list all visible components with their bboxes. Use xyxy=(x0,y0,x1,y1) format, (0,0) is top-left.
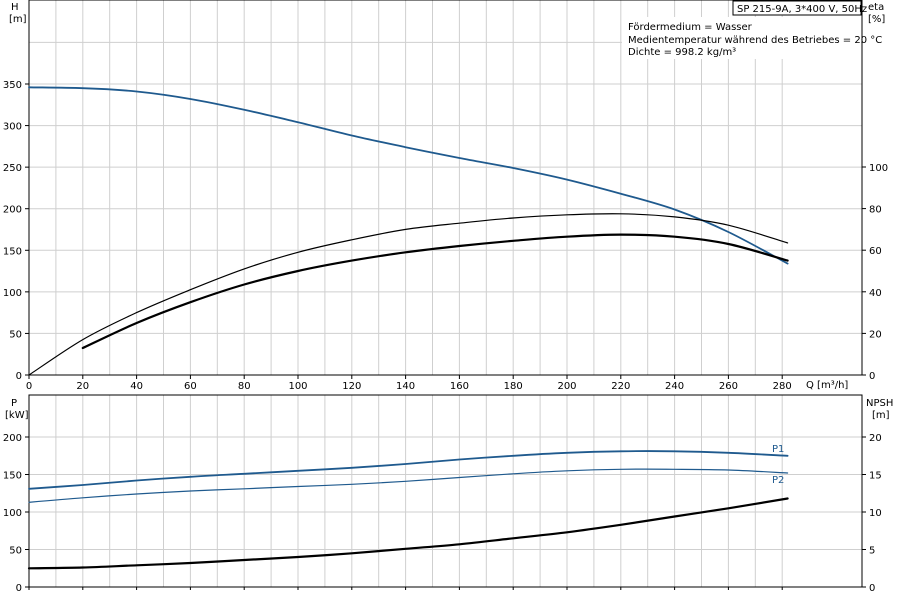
info-line-density: Dichte = 998.2 kg/m³ xyxy=(628,47,736,58)
x-tick-label: 40 xyxy=(130,381,143,392)
top-left-axis-label: H xyxy=(11,2,19,13)
top-chart-series xyxy=(28,86,789,376)
x-tick-label: 120 xyxy=(342,381,361,392)
top-left-axis-unit: [m] xyxy=(9,14,27,25)
top-right-axis-label: eta xyxy=(868,2,884,13)
top-left-tick-label: 150 xyxy=(3,246,22,257)
bottom-series-p1 xyxy=(28,450,789,490)
top-series-curve-1 xyxy=(28,213,789,376)
x-tick-label: 200 xyxy=(557,381,576,392)
x-tick-label: 100 xyxy=(288,381,307,392)
bottom-left-tick-label: 50 xyxy=(9,546,22,557)
top-right-tick-label: 20 xyxy=(869,329,882,340)
x-tick-label: 20 xyxy=(76,381,89,392)
x-tick-label: 280 xyxy=(773,381,792,392)
x-tick-label: 220 xyxy=(611,381,630,392)
bottom-left-tick-label: 100 xyxy=(3,508,22,519)
top-right-axis-unit: [%] xyxy=(868,14,885,25)
top-left-tick-label: 100 xyxy=(3,288,22,299)
bottom-right-axis-unit: [m] xyxy=(872,410,890,421)
series-label-p1: P1 xyxy=(772,444,784,455)
info-box xyxy=(622,17,861,59)
top-series-h xyxy=(28,86,789,265)
top-left-tick-label: 50 xyxy=(9,329,22,340)
bottom-right-tick-label: 0 xyxy=(869,583,875,594)
bottom-series-p2 xyxy=(28,468,789,503)
top-plot-frame xyxy=(28,0,863,376)
info-line-temperature: Medientemperatur während des Betriebes =… xyxy=(628,35,882,46)
bottom-chart-series xyxy=(27,450,789,570)
top-right-tick-label: 40 xyxy=(869,288,882,299)
x-tick-label: 60 xyxy=(184,381,197,392)
bottom-right-tick-label: 20 xyxy=(869,433,882,444)
bottom-series-curve-2 xyxy=(27,497,789,570)
top-series-curve-2 xyxy=(81,233,789,350)
bottom-right-tick-label: 10 xyxy=(869,508,882,519)
bottom-left-tick-label: 200 xyxy=(3,433,22,444)
chart-title: SP 215-9A, 3*400 V, 50Hz xyxy=(737,4,867,15)
x-tick-label: 180 xyxy=(504,381,523,392)
top-right-tick-label: 60 xyxy=(869,246,882,257)
info-line-medium: Fördermedium = Wasser xyxy=(628,22,753,33)
top-left-tick-label: 200 xyxy=(3,205,22,216)
bottom-right-tick-label: 5 xyxy=(869,546,875,557)
x-axis-label: Q [m³/h] xyxy=(806,380,848,391)
bottom-right-tick-label: 15 xyxy=(869,471,882,482)
top-left-tick-label: 0 xyxy=(16,371,22,382)
top-right-tick-label: 80 xyxy=(869,205,882,216)
x-tick-label: 80 xyxy=(238,381,251,392)
x-tick-label: 0 xyxy=(26,381,32,392)
bottom-right-axis-label: NPSH xyxy=(866,398,893,409)
top-chart-ticks: 0 20 40 60 80 100 0 50 100 150 200 250 300 350 0 20 40 60… xyxy=(3,80,888,392)
top-left-tick-label: 350 xyxy=(3,80,22,91)
x-tick-label: 260 xyxy=(719,381,738,392)
bottom-plot-frame xyxy=(28,394,863,588)
title-box xyxy=(732,0,862,16)
top-right-tick-label: 100 xyxy=(869,163,888,174)
bottom-left-axis-label: P xyxy=(11,398,17,409)
bottom-left-tick-label: 0 xyxy=(16,583,22,594)
top-right-tick-label: 0 xyxy=(869,371,875,382)
series-label-p2: P2 xyxy=(772,475,784,486)
bottom-left-axis-unit: [kW] xyxy=(5,410,29,421)
top-left-tick-label: 250 xyxy=(3,163,22,174)
x-tick-label: 160 xyxy=(450,381,469,392)
bottom-left-tick-label: 150 xyxy=(3,471,22,482)
top-left-tick-label: 300 xyxy=(3,122,22,133)
x-tick-label: 140 xyxy=(396,381,415,392)
top-chart-grid xyxy=(29,0,862,375)
x-tick-label: 240 xyxy=(665,381,684,392)
